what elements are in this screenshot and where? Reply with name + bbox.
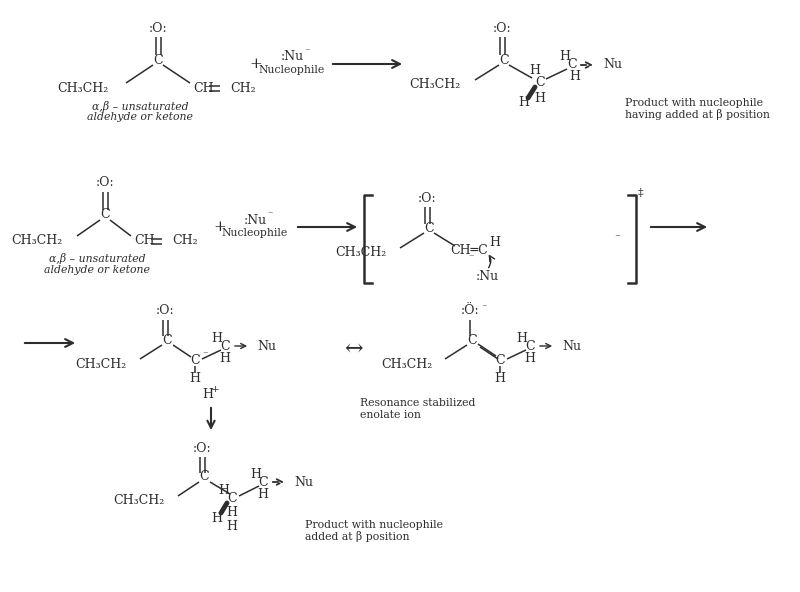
- Text: C: C: [227, 491, 237, 504]
- Text: CH₃CH₂: CH₃CH₂: [410, 79, 461, 92]
- Text: +: +: [210, 385, 219, 394]
- Text: H: H: [494, 372, 506, 384]
- Text: H: H: [570, 70, 581, 83]
- Text: CH: CH: [134, 234, 155, 247]
- Text: H: H: [490, 236, 501, 249]
- Text: :O:: :O:: [493, 21, 511, 34]
- Text: Nu: Nu: [257, 339, 276, 352]
- Text: :O:: :O:: [96, 176, 114, 189]
- Text: ‡: ‡: [637, 188, 643, 198]
- Text: C: C: [258, 475, 268, 488]
- Text: ⁻: ⁻: [202, 350, 208, 359]
- Text: C: C: [220, 339, 230, 352]
- Text: C: C: [162, 333, 172, 346]
- Text: aldehyde or ketone: aldehyde or ketone: [87, 112, 193, 122]
- Text: H: H: [517, 332, 527, 345]
- Text: H: H: [226, 506, 238, 519]
- Text: H: H: [226, 520, 238, 533]
- Text: CH₃CH₂: CH₃CH₂: [381, 358, 432, 371]
- Text: C: C: [535, 76, 545, 88]
- Text: +: +: [214, 220, 226, 234]
- Text: H: H: [190, 372, 201, 384]
- Text: C: C: [424, 221, 434, 234]
- Text: :Nu: :Nu: [243, 214, 266, 227]
- Text: α,β – unsaturated: α,β – unsaturated: [49, 253, 146, 265]
- Text: :O:: :O:: [156, 304, 174, 317]
- Text: ↔: ↔: [344, 339, 362, 361]
- Text: C: C: [100, 208, 110, 221]
- Text: H: H: [218, 484, 230, 497]
- Text: C: C: [525, 339, 535, 352]
- Text: Nucleophile: Nucleophile: [259, 65, 325, 75]
- Text: H: H: [518, 96, 530, 110]
- Text: H: H: [211, 511, 222, 525]
- Text: ⁻: ⁻: [482, 304, 486, 313]
- Text: +: +: [250, 57, 262, 71]
- Text: :Ö:: :Ö:: [461, 304, 479, 317]
- Text: CH═C: CH═C: [450, 243, 488, 256]
- Text: H: H: [211, 332, 222, 345]
- Text: Nu: Nu: [603, 59, 622, 72]
- Text: CH₂: CH₂: [172, 234, 198, 247]
- Text: H: H: [534, 92, 546, 105]
- Text: C: C: [190, 355, 200, 368]
- Text: H: H: [250, 468, 262, 481]
- Text: CH₃CH₂: CH₃CH₂: [57, 82, 108, 95]
- Text: CH₃CH₂: CH₃CH₂: [12, 234, 63, 247]
- Text: :Nu: :Nu: [281, 50, 303, 63]
- Text: CH₃CH₂: CH₃CH₂: [114, 494, 165, 507]
- Text: ⁻: ⁻: [304, 47, 310, 56]
- Text: H: H: [559, 50, 570, 63]
- Text: H: H: [525, 352, 535, 365]
- Text: C: C: [567, 59, 577, 72]
- Text: α,β – unsaturated: α,β – unsaturated: [92, 101, 188, 111]
- Text: CH₂: CH₂: [230, 82, 256, 95]
- Text: C: C: [467, 333, 477, 346]
- Text: enolate ion: enolate ion: [360, 410, 421, 420]
- Text: having added at β position: having added at β position: [625, 108, 770, 120]
- Text: Nu: Nu: [562, 339, 581, 352]
- Text: C: C: [199, 471, 209, 484]
- Text: CH₃CH₂: CH₃CH₂: [76, 358, 127, 371]
- Text: :O:: :O:: [418, 191, 436, 204]
- Text: Nu: Nu: [294, 475, 313, 488]
- Text: Resonance stabilized: Resonance stabilized: [360, 398, 475, 408]
- Text: H: H: [219, 352, 230, 365]
- Text: CH₃CH₂: CH₃CH₂: [334, 246, 386, 259]
- Text: :O:: :O:: [193, 442, 211, 455]
- Text: Nucleophile: Nucleophile: [222, 228, 288, 238]
- Text: added at β position: added at β position: [305, 532, 410, 542]
- Text: C: C: [153, 53, 163, 66]
- Text: ⁻: ⁻: [468, 253, 474, 262]
- Text: H: H: [258, 487, 269, 500]
- Text: ⁻: ⁻: [267, 211, 273, 220]
- Text: C: C: [499, 53, 509, 66]
- Text: aldehyde or ketone: aldehyde or ketone: [44, 265, 150, 275]
- Text: Product with nucleophile: Product with nucleophile: [305, 520, 443, 530]
- Text: H: H: [530, 65, 541, 78]
- Text: :Nu: :Nu: [475, 269, 498, 282]
- Text: ⁻: ⁻: [614, 233, 620, 243]
- Text: :O:: :O:: [149, 21, 167, 34]
- Text: H: H: [202, 388, 214, 401]
- Text: CH: CH: [194, 82, 214, 95]
- Text: C: C: [495, 355, 505, 368]
- Text: Product with nucleophile: Product with nucleophile: [625, 98, 763, 108]
